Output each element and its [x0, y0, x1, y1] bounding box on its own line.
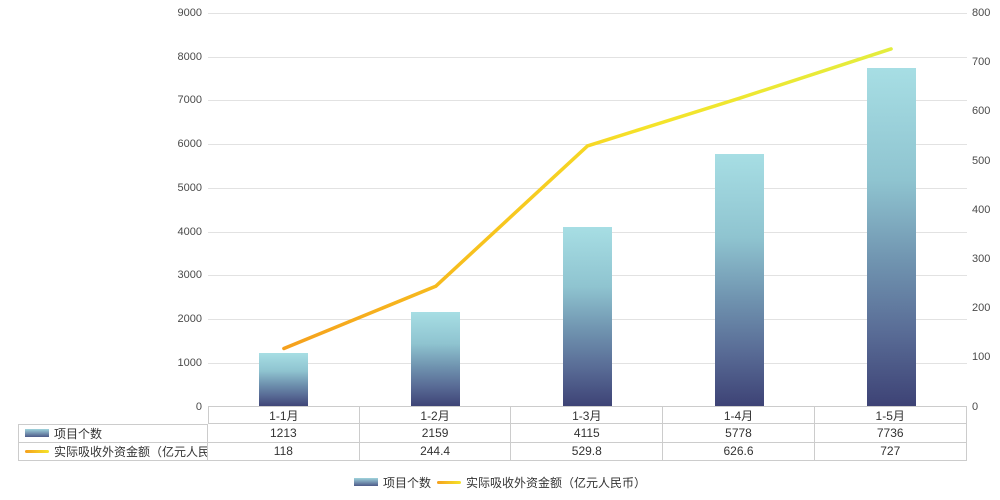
bar-1-4月[interactable]: [714, 153, 764, 407]
y-axis-left-tick-label: 3000: [177, 269, 202, 282]
table-cell-bar-series-row-1-5月: 7736: [814, 424, 967, 443]
legend-label-bar-series: 项目个数: [382, 475, 431, 490]
bar-1-3月[interactable]: [563, 226, 612, 407]
y-axis-right-tick-label: 800: [972, 7, 991, 19]
legend: 项目个数 实际吸收外资金额（亿元人民币）: [0, 472, 1000, 492]
table-cell-category-header-1-5月: 1-5月: [814, 406, 967, 425]
bar-series-swatch-icon: [353, 478, 378, 486]
y-axis-left-tick-label: 5000: [177, 181, 202, 194]
y-axis-left-tick-label: 2000: [177, 313, 202, 326]
plot-area: [208, 13, 967, 408]
y-axis-right-tick-label: 200: [972, 302, 991, 315]
y-axis-right-tick-label: 500: [972, 154, 991, 167]
table-cell-bar-series-row-1-2月: 2159: [359, 424, 512, 443]
line-series[interactable]: [282, 47, 893, 351]
y-axis-left-tick-label: 1000: [177, 356, 202, 369]
table-cell-line-series-row-1-2月: 244.4: [359, 442, 512, 461]
line-series-swatch-icon: [437, 480, 461, 484]
bar-1-1月[interactable]: [259, 353, 309, 407]
series-name: 实际吸收外资金额（亿元人民币）: [54, 444, 208, 459]
bar-1-5月[interactable]: [866, 68, 916, 407]
table-cell-line-series-row-1-3月: 529.8: [511, 442, 664, 461]
table-cell-bar-series-row-1-1月: 1213: [208, 424, 360, 443]
legend-item-line-series[interactable]: 实际吸收外资金额（亿元人民币）: [437, 474, 646, 491]
y-axis-left-tick-label: 7000: [177, 94, 202, 107]
line-series-layer: [282, 47, 893, 351]
y-axis-right-tick-label: 0: [972, 400, 979, 413]
series-name: 项目个数: [54, 426, 103, 441]
y-axis-right-tick-label: 100: [972, 351, 991, 364]
y-axis-right-tick-label: 700: [972, 56, 991, 69]
table-cell-bar-series-row-1-4月: 5778: [663, 424, 815, 443]
table-series-label-bar: 项目个数: [18, 424, 208, 443]
y-axis-left-tick-label: 0: [195, 400, 202, 413]
y-axis-right-tick-label: 300: [972, 252, 991, 265]
table-cell-bar-series-row-1-3月: 4115: [511, 424, 664, 443]
y-axis-left-tick-label: 6000: [177, 138, 202, 151]
table-cell-line-series-row-1-4月: 626.6: [663, 442, 815, 461]
table-cell-category-header-1-4月: 1-4月: [663, 406, 815, 425]
table-cell-category-header-1-3月: 1-3月: [511, 406, 664, 425]
table-cell-line-series-row-1-1月: 118: [208, 442, 360, 461]
y-axis-left-tick-label: 9000: [177, 7, 202, 19]
legend-label-line-series: 实际吸收外资金额（亿元人民币）: [466, 475, 647, 490]
line-series-swatch-icon: [25, 449, 49, 453]
y-axis-left-tick-label: 4000: [177, 225, 202, 238]
table-cell-category-header-1-1月: 1-1月: [208, 406, 360, 425]
legend-item-bar-series[interactable]: 项目个数: [353, 474, 431, 491]
y-axis-left-tick-label: 8000: [177, 50, 202, 63]
data-table: 1-1月 1-2月 1-3月 1-4月 1-5月项目个数 1213 2159 4115 5778…: [18, 406, 967, 461]
table-corner-blank: [18, 406, 208, 424]
bar-series-swatch-icon: [25, 429, 49, 438]
table-cell-category-header-1-2月: 1-2月: [359, 406, 512, 425]
table-series-label-line: 实际吸收外资金额（亿元人民币）: [18, 442, 208, 461]
table-cell-line-series-row-1-5月: 727: [814, 442, 967, 461]
y-axis-right-tick-label: 600: [972, 105, 991, 118]
bar-1-2月[interactable]: [411, 312, 461, 407]
y-axis-right-tick-label: 400: [972, 203, 991, 216]
